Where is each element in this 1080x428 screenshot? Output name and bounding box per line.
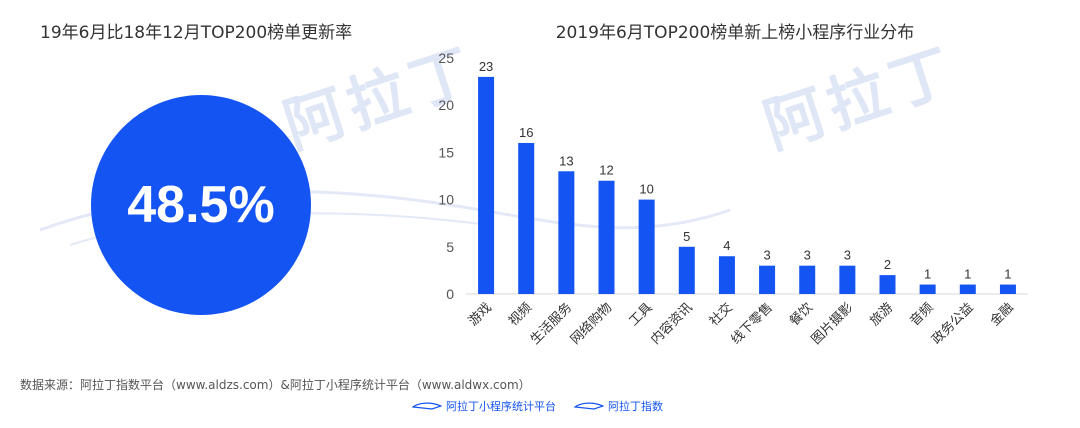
bar [598, 180, 615, 294]
bar-value-label: 4 [723, 238, 730, 253]
aldwx-logo-text: 阿拉丁小程序统计平台 [446, 400, 556, 413]
bar-value-label: 1 [1004, 267, 1011, 282]
x-tick-label: 游戏 [466, 300, 495, 329]
x-tick-label: 政务公益 [929, 300, 977, 348]
bar [799, 265, 816, 294]
bar [919, 284, 936, 294]
bar [839, 265, 856, 294]
y-tick-label: 5 [446, 239, 454, 255]
data-source-note: 数据来源：阿拉丁指数平台（www.aldzs.com）&阿拉丁小程序统计平台（w… [20, 378, 531, 392]
y-tick-label: 25 [438, 50, 454, 66]
bar-value-label: 16 [519, 125, 533, 140]
x-tick-label: 音频 [907, 300, 937, 330]
bar [518, 142, 535, 294]
chart-title: 2019年6月TOP200榜单新上榜小程序行业分布 [555, 23, 915, 43]
x-tick-label: 旅游 [867, 300, 896, 329]
x-tick-label: 内容资讯 [648, 300, 696, 348]
x-tick-label: 网络购物 [567, 300, 615, 348]
lamp-icon [574, 402, 604, 410]
aldzs-logo-text: 阿拉丁指数 [608, 400, 663, 413]
x-tick-label: 社交 [706, 300, 736, 330]
x-tick-label: 工具 [626, 300, 655, 329]
y-tick-label: 10 [438, 192, 454, 208]
aldwx-logo: 阿拉丁小程序统计平台 [412, 398, 556, 414]
bar-value-label: 1 [924, 267, 931, 282]
bar [558, 171, 575, 294]
y-tick-label: 15 [438, 144, 454, 160]
bar-value-label: 2 [884, 257, 891, 272]
bar-value-label: 10 [639, 182, 653, 197]
x-tick-label: 图片摄影 [809, 300, 856, 347]
update-rate-circle: 48.5% [91, 95, 311, 315]
x-tick-label: 视频 [506, 300, 535, 329]
bar-value-label: 3 [844, 248, 851, 263]
bar-value-label: 5 [683, 229, 690, 244]
bar [999, 284, 1016, 294]
bar [959, 284, 976, 294]
bar [759, 265, 776, 294]
x-tick-label: 金融 [987, 300, 1017, 330]
bar-value-label: 3 [763, 248, 770, 263]
lamp-icon [412, 402, 442, 410]
y-tick-label: 20 [438, 97, 454, 113]
x-tick-label: 线下零售 [728, 300, 776, 348]
bar-value-label: 13 [559, 153, 573, 168]
bar-value-label: 1 [964, 267, 971, 282]
bar [678, 246, 695, 294]
bar [718, 256, 735, 294]
x-tick-label: 餐饮 [786, 300, 816, 330]
bar-value-label: 12 [599, 163, 613, 178]
update-rate-value: 48.5% [127, 176, 275, 234]
bar [638, 199, 655, 294]
x-tick-label: 生活服务 [527, 300, 575, 348]
y-tick-label: 0 [446, 286, 454, 302]
bar-value-label: 3 [804, 248, 811, 263]
left-panel-title: 19年6月比18年12月TOP200榜单更新率 [40, 23, 353, 43]
bar-value-label: 23 [479, 59, 493, 74]
bar [879, 275, 896, 294]
footer-logos: 阿拉丁小程序统计平台 阿拉丁指数 [412, 398, 663, 414]
bar [478, 76, 495, 294]
industry-bar-chart: 051015202523游戏16视频13生活服务12网络购物10工具5内容资讯4… [438, 50, 1028, 348]
aldzs-logo: 阿拉丁指数 [574, 398, 663, 414]
